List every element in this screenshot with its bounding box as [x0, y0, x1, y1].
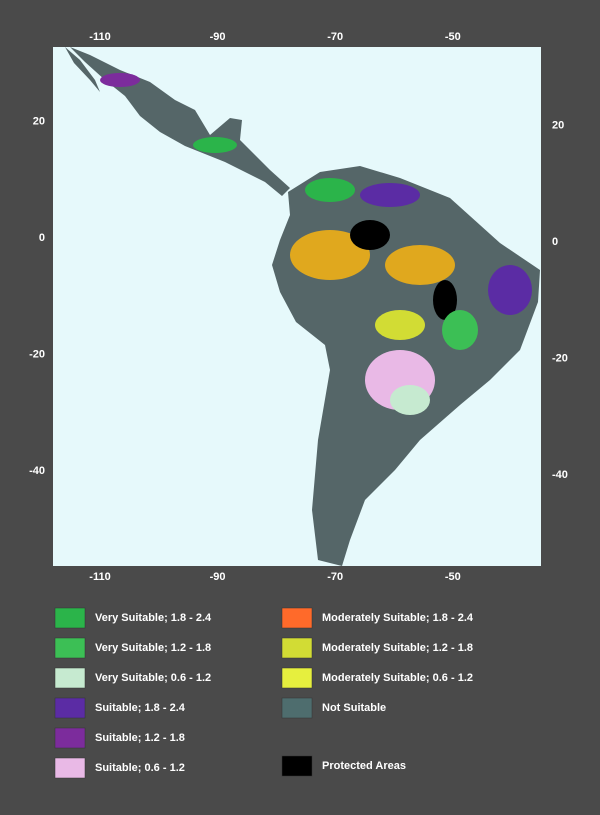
- lon-tick-label: -70: [327, 571, 343, 583]
- zone: [385, 245, 455, 285]
- lat-tick-label: -40: [29, 465, 45, 477]
- lat-tick-label: -20: [552, 353, 568, 365]
- zone: [390, 385, 430, 415]
- zone: [433, 280, 457, 320]
- lat-tick-label: 0: [552, 236, 558, 248]
- zone: [442, 310, 478, 350]
- lon-tick-label: -50: [445, 31, 461, 43]
- zone: [350, 220, 390, 250]
- zone: [305, 178, 355, 202]
- legend-swatch: [54, 757, 86, 779]
- baja: [65, 47, 100, 92]
- legend-label: Moderately Suitable; 1.8 - 2.4: [322, 612, 474, 624]
- lat-tick-label: 0: [39, 232, 45, 244]
- legend-label: Suitable; 0.6 - 1.2: [95, 762, 185, 774]
- legend-swatch: [281, 637, 313, 659]
- legend-swatch: [54, 727, 86, 749]
- zone: [193, 137, 237, 153]
- legend-swatch: [54, 697, 86, 719]
- legend-label: Suitable; 1.8 - 2.4: [95, 702, 186, 714]
- legend-label: Very Suitable; 1.8 - 2.4: [95, 612, 212, 624]
- zone: [488, 265, 532, 315]
- legend-swatch: [281, 755, 313, 777]
- lon-tick-label: -110: [89, 571, 110, 583]
- lon-tick-label: -90: [210, 571, 226, 583]
- suitability-zones: [100, 73, 532, 415]
- legend-swatch: [281, 697, 313, 719]
- legend-swatch: [54, 637, 86, 659]
- zone: [100, 73, 140, 87]
- legend-swatch: [54, 667, 86, 689]
- legend-swatch: [281, 607, 313, 629]
- lon-tick-label: -90: [210, 31, 226, 43]
- legend-label: Moderately Suitable; 1.2 - 1.8: [322, 642, 473, 654]
- legend-swatch: [281, 667, 313, 689]
- legend-label: Very Suitable; 1.2 - 1.8: [95, 642, 211, 654]
- lon-tick-label: -50: [445, 571, 461, 583]
- zone: [290, 230, 370, 280]
- lon-tick-label: -70: [327, 31, 343, 43]
- legend-label: Protected Areas: [322, 760, 406, 772]
- legend-label: Not Suitable: [322, 702, 386, 714]
- legend-swatch: [54, 607, 86, 629]
- lat-tick-label: 20: [552, 119, 564, 131]
- lat-tick-label: 20: [33, 115, 45, 127]
- zone: [360, 183, 420, 207]
- lat-tick-label: -20: [29, 349, 45, 361]
- lat-tick-label: -40: [552, 469, 568, 481]
- legend-label: Suitable; 1.2 - 1.8: [95, 732, 185, 744]
- zone: [375, 310, 425, 340]
- lon-tick-label: -110: [89, 31, 110, 43]
- legend-label: Very Suitable; 0.6 - 1.2: [95, 672, 211, 684]
- legend-label: Moderately Suitable; 0.6 - 1.2: [322, 672, 473, 684]
